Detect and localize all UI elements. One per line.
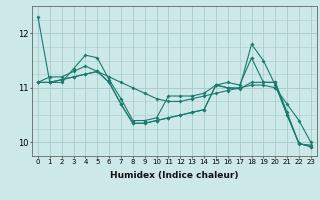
X-axis label: Humidex (Indice chaleur): Humidex (Indice chaleur)	[110, 171, 239, 180]
